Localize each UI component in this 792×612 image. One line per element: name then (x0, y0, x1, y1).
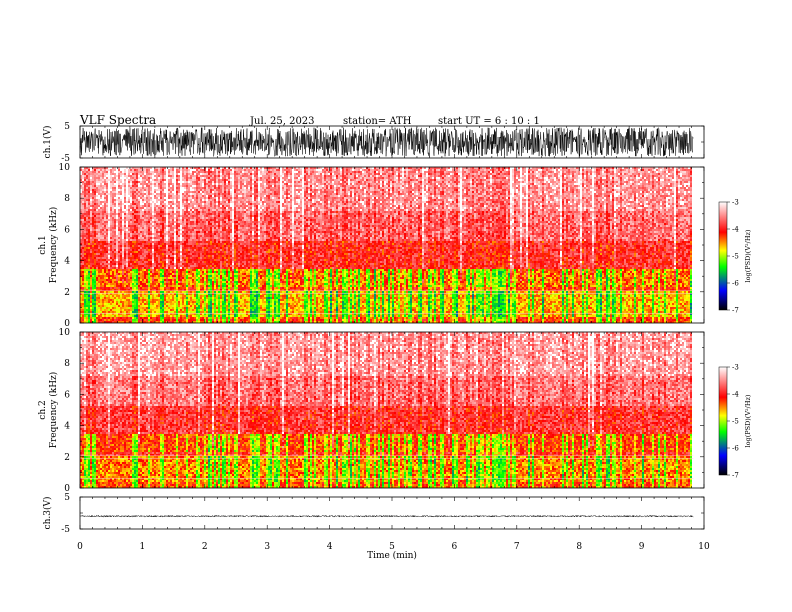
frequency-tick-label: 4 (64, 422, 70, 432)
colorbar-tick-label: -4 (732, 391, 739, 399)
ch3-waveform-ylabel: ch.3(V) (42, 497, 53, 530)
ch1-ytick-top: 5 (64, 122, 70, 132)
frequency-tick-label: 8 (64, 194, 70, 204)
x-tick-label: 1 (140, 542, 146, 552)
frequency-tick-label: 6 (64, 225, 70, 235)
x-tick-label: 0 (77, 542, 83, 552)
colorbar-tick-label: -3 (732, 199, 739, 207)
colorbar-tick-label: -7 (732, 307, 739, 315)
x-tick-label: 8 (576, 542, 582, 552)
x-tick-label: 6 (452, 542, 458, 552)
frequency-tick-label: 4 (64, 257, 70, 267)
x-tick-label: 10 (698, 542, 710, 552)
frequency-tick-label: 10 (59, 328, 71, 338)
colorbar-tick-label: -6 (732, 280, 739, 288)
panel-ch3-waveform: 5 -5 ch.3(V) (42, 493, 704, 535)
ch2-spectrogram-marks (80, 332, 693, 488)
ch2-spectrogram-ylabel-frequency: Frequency (kHz) (48, 372, 59, 449)
colorbar-ch1: -3 -4 -5 -6 -7 log(PSD)(V²/Hz) (719, 199, 752, 315)
frequency-tick-label: 6 (64, 390, 70, 400)
frequency-tick-label: 10 (59, 163, 71, 173)
colorbar-ch2-scale (719, 367, 727, 475)
x-tick-label: 7 (514, 542, 520, 552)
x-tick-label: 9 (639, 542, 645, 552)
frequency-tick-label: 8 (64, 359, 70, 369)
ch3-ytick-top: 5 (64, 493, 70, 503)
colorbar-tick-label: -4 (732, 226, 739, 234)
colorbar-ch2-ticks: -3 -4 -5 -6 -7 (727, 364, 739, 480)
frequency-tick-label: 2 (64, 288, 70, 298)
colorbar-ch2-label: log(PSD)(V²/Hz) (744, 394, 752, 447)
x-axis-label: Time (min) (367, 550, 417, 561)
chart-date: Jul. 25, 2023 (249, 116, 315, 127)
ch3-ytick-bottom: -5 (61, 525, 70, 535)
x-tick-label: 2 (202, 542, 208, 552)
colorbar-tick-label: -5 (732, 253, 739, 261)
chart-start-ut: start UT = 6 : 10 : 1 (438, 116, 540, 127)
colorbar-tick-label: -7 (732, 472, 739, 480)
colorbar-ch2: -3 -4 -5 -6 -7 log(PSD)(V²/Hz) (719, 364, 752, 480)
ch2-spectrogram-ylabel-channel: ch.2 (38, 400, 48, 419)
colorbar-tick-label: -5 (732, 418, 739, 426)
x-tick-label: 4 (327, 542, 333, 552)
x-tick-label: 3 (264, 542, 270, 552)
ch1-spectrogram-ylabel-frequency: Frequency (kHz) (48, 207, 59, 284)
frequency-tick-label: 2 (64, 453, 70, 463)
ch1-waveform-ylabel: ch.1(V) (42, 126, 53, 159)
colorbar-tick-label: -3 (732, 364, 739, 372)
panel-ch1-waveform: 5 -5 ch.1(V) (42, 122, 704, 164)
ch1-spectrogram-ylabel-channel: ch.1 (38, 235, 48, 254)
chart-title: VLF Spectra (79, 113, 156, 127)
colorbar-ch1-ticks: -3 -4 -5 -6 -7 (727, 199, 739, 315)
chart-station: station= ATH (343, 116, 412, 127)
colorbar-ch1-scale (719, 202, 727, 310)
colorbar-ch1-label: log(PSD)(V²/Hz) (744, 229, 752, 282)
vlf-spectra-figure: VLF Spectra Jul. 25, 2023 station= ATH s… (0, 0, 792, 612)
colorbar-tick-label: -6 (732, 445, 739, 453)
